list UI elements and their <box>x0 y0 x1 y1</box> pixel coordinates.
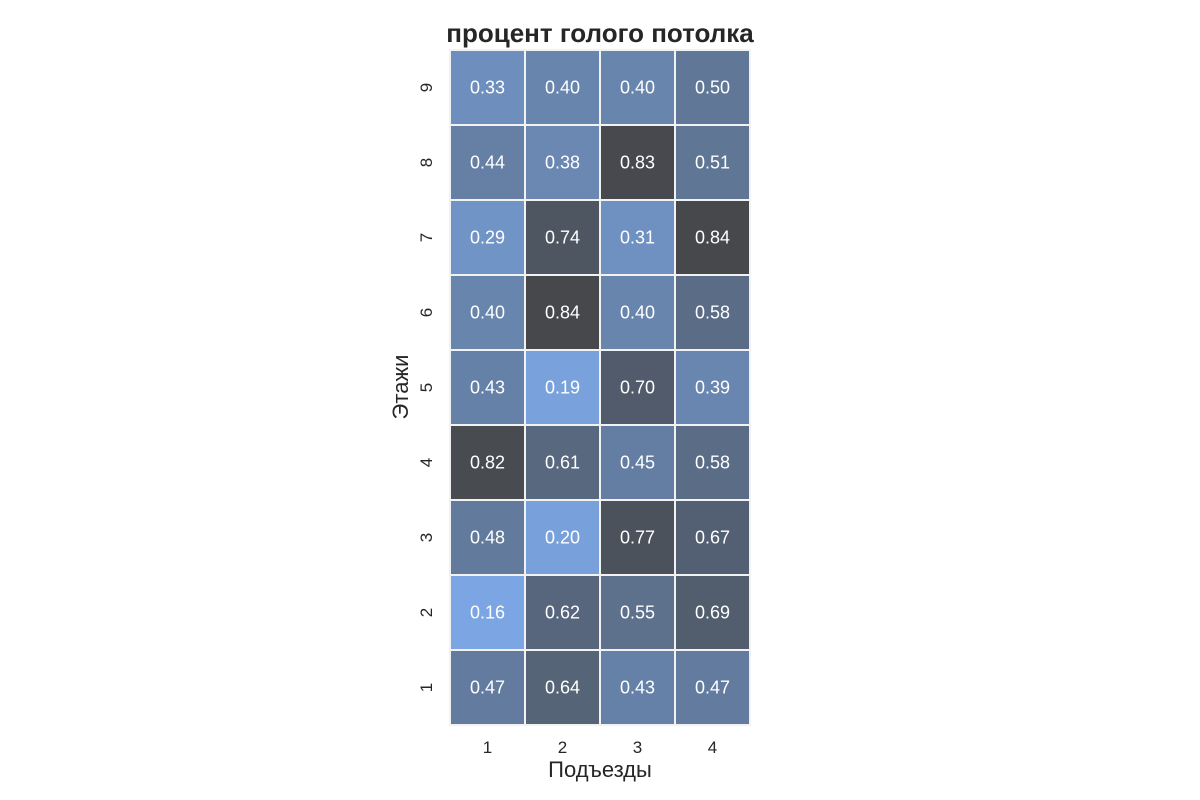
y-axis-label: Этажи <box>388 355 413 420</box>
heatmap-cell-r2-c3 <box>599 574 676 651</box>
heatmap-cell-r1-c2 <box>524 649 601 726</box>
heatmap-cells <box>449 49 751 726</box>
y-tick-label: 7 <box>417 233 436 242</box>
y-tick-label: 8 <box>417 158 436 167</box>
heatmap-cell-r5-c4 <box>674 349 751 426</box>
heatmap-cell-r6-c4 <box>674 274 751 351</box>
cell-value-label: 0.84 <box>695 228 730 248</box>
cell-value-label: 0.74 <box>545 228 580 248</box>
cell-value-label: 0.16 <box>470 603 505 623</box>
cell-value-label: 0.67 <box>695 528 730 548</box>
cell-value-label: 0.43 <box>470 378 505 398</box>
cell-value-label: 0.47 <box>470 678 505 698</box>
heatmap-cell-r1-c4 <box>674 649 751 726</box>
cell-value-label: 0.48 <box>470 528 505 548</box>
heatmap-cell-r4-c4 <box>674 424 751 501</box>
cell-value-label: 0.83 <box>620 153 655 173</box>
cell-value-label: 0.38 <box>545 153 580 173</box>
cell-value-label: 0.69 <box>695 603 730 623</box>
y-tick-label: 3 <box>417 533 436 542</box>
heatmap-cell-r8-c2 <box>524 124 601 201</box>
cell-value-label: 0.40 <box>470 303 505 323</box>
y-tick-label: 1 <box>417 683 436 692</box>
cell-value-label: 0.84 <box>545 303 580 323</box>
cell-value-label: 0.19 <box>545 378 580 398</box>
cell-value-label: 0.50 <box>695 78 730 98</box>
cell-value-label: 0.29 <box>470 228 505 248</box>
x-tick-label: 3 <box>633 738 642 757</box>
heatmap-cell-r9-c4 <box>674 49 751 126</box>
cell-value-label: 0.58 <box>695 453 730 473</box>
y-axis-ticks: 9 8 7 6 5 4 3 2 1 <box>417 83 436 692</box>
x-axis-label: Подъезды <box>548 757 652 782</box>
heatmap-cell-r5-c1 <box>449 349 526 426</box>
x-axis-ticks: 1 2 3 4 <box>483 738 717 757</box>
cell-value-label: 0.40 <box>620 78 655 98</box>
heatmap-cell-r3-c3 <box>599 499 676 576</box>
cell-value-label: 0.40 <box>545 78 580 98</box>
cell-value-label: 0.61 <box>545 453 580 473</box>
cell-value-label: 0.64 <box>545 678 580 698</box>
heatmap-cell-labels: 0.33 0.40 0.40 0.50 0.44 0.38 0.83 0.51 0.29 0.74… <box>470 78 730 698</box>
heatmap-cell-r9-c1 <box>449 49 526 126</box>
cell-value-label: 0.39 <box>695 378 730 398</box>
heatmap-cell-r5-c3 <box>599 349 676 426</box>
heatmap-cell-r6-c2 <box>524 274 601 351</box>
cell-value-label: 0.47 <box>695 678 730 698</box>
heatmap-cell-r4-c3 <box>599 424 676 501</box>
x-tick-label: 4 <box>708 738 717 757</box>
y-tick-label: 6 <box>417 308 436 317</box>
heatmap-cell-r1-c3 <box>599 649 676 726</box>
x-tick-label: 1 <box>483 738 492 757</box>
y-tick-label: 2 <box>417 608 436 617</box>
cell-value-label: 0.45 <box>620 453 655 473</box>
x-tick-label: 2 <box>558 738 567 757</box>
heatmap-cell-r3-c4 <box>674 499 751 576</box>
cell-value-label: 0.33 <box>470 78 505 98</box>
heatmap-cell-r4-c1 <box>449 424 526 501</box>
cell-value-label: 0.20 <box>545 528 580 548</box>
heatmap-cell-r9-c2 <box>524 49 601 126</box>
y-tick-label: 5 <box>417 383 436 392</box>
heatmap-cell-r4-c2 <box>524 424 601 501</box>
heatmap-cell-r8-c4 <box>674 124 751 201</box>
cell-value-label: 0.55 <box>620 603 655 623</box>
cell-value-label: 0.58 <box>695 303 730 323</box>
chart-title: процент голого потолка <box>446 18 754 48</box>
cell-value-label: 0.77 <box>620 528 655 548</box>
heatmap-cell-r5-c2 <box>524 349 601 426</box>
cell-value-label: 0.51 <box>695 153 730 173</box>
cell-value-label: 0.82 <box>470 453 505 473</box>
heatmap-cell-r7-c4 <box>674 199 751 276</box>
cell-value-label: 0.44 <box>470 153 505 173</box>
heatmap-cell-r2-c1 <box>449 574 526 651</box>
cell-value-label: 0.43 <box>620 678 655 698</box>
cell-value-label: 0.31 <box>620 228 655 248</box>
cell-value-label: 0.40 <box>620 303 655 323</box>
cell-value-label: 0.70 <box>620 378 655 398</box>
cell-value-label: 0.62 <box>545 603 580 623</box>
heatmap-cell-r7-c2 <box>524 199 601 276</box>
y-tick-label: 4 <box>417 458 436 467</box>
y-tick-label: 9 <box>417 83 436 92</box>
